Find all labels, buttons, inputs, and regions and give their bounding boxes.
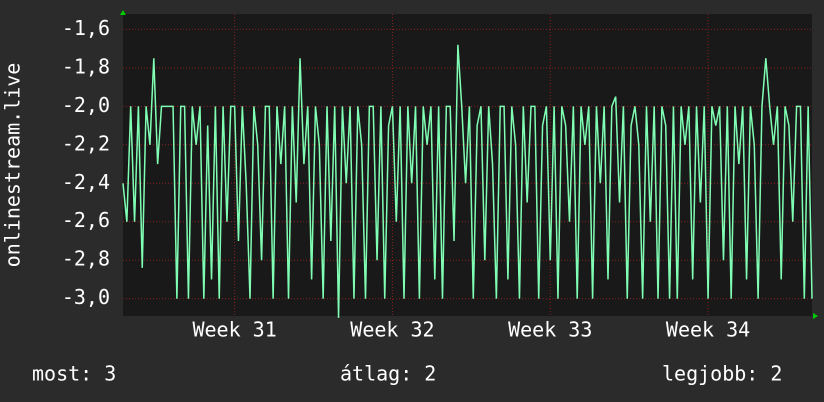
- y-tick-label: -2,2: [62, 131, 110, 155]
- x-tick-label: Week 31: [192, 318, 276, 342]
- footer-best: legjobb: 2: [662, 362, 782, 386]
- x-tick-label: Week 34: [666, 318, 750, 342]
- y-tick-label: -1,6: [62, 16, 110, 40]
- data-line: [122, 44, 813, 318]
- axis-arrow: [813, 313, 818, 319]
- y-tick-label: -2,4: [62, 170, 110, 194]
- y-tick-label: -2,0: [62, 93, 110, 117]
- y-axis-label: onlinestream.live: [1, 63, 25, 268]
- y-tick-label: -1,8: [62, 54, 110, 78]
- plot-area: [123, 14, 812, 316]
- y-tick-label: -3,0: [62, 285, 110, 309]
- footer-current: most: 3: [32, 362, 116, 386]
- y-tick-label: -2,8: [62, 247, 110, 271]
- x-tick-label: Week 33: [508, 318, 592, 342]
- footer-average: átlag: 2: [340, 362, 436, 386]
- y-tick-label: -2,6: [62, 208, 110, 232]
- axis-arrow: [120, 10, 126, 15]
- x-tick-label: Week 32: [350, 318, 434, 342]
